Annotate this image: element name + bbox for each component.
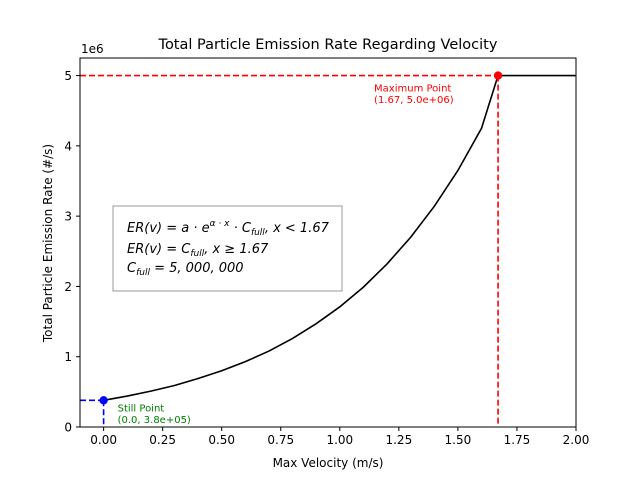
formula-base: ER(v) = a · e <box>127 221 210 236</box>
still-point-label: Still Point (0.0, 3.8e+05) <box>118 403 191 426</box>
formula-base: C <box>127 261 137 276</box>
formula-line: ER(v) = Cfull, x ≥ 1.67 <box>127 242 269 259</box>
formula-superscript: α · x <box>210 219 231 229</box>
emission-curve <box>103 74 576 402</box>
maximum-point-marker <box>493 71 503 80</box>
still-point-label-line: (0.0, 3.8e+05) <box>118 415 191 426</box>
formula-tail: , x ≥ 1.67 <box>204 242 269 257</box>
y-tick-label: 1 <box>64 350 72 364</box>
maximum-point-label: Maximum Point (1.67, 5.0e+06) <box>374 84 454 107</box>
y-tick-label: 5 <box>64 69 72 83</box>
maximum-point-label-line: (1.67, 5.0e+06) <box>374 95 454 106</box>
x-tick-label: 2.00 <box>563 433 590 447</box>
x-tick-label: 1.75 <box>504 433 531 447</box>
chart-title: Total Particle Emission Rate Regarding V… <box>158 37 498 53</box>
formula-rest: · C <box>229 221 251 236</box>
y-axis-label: Total Particle Emission Rate (#/s) <box>41 144 55 343</box>
formula-box <box>112 205 343 292</box>
formula-subscript: full <box>136 268 150 278</box>
y-offset-label: 1e6 <box>81 42 104 56</box>
still-point-marker <box>99 396 108 405</box>
maximum-point-label-line: Maximum Point <box>374 84 451 95</box>
formula-base: ER(v) = C <box>127 242 191 257</box>
still-point-label-line: Still Point <box>118 403 165 414</box>
y-tick-label: 3 <box>64 210 72 224</box>
y-tick-label: 0 <box>64 421 72 435</box>
axes-frame <box>79 57 577 428</box>
formula-line: ER(v) = a · eα · x · Cfull, x < 1.67 <box>127 219 330 238</box>
formula-line: Cfull = 5, 000, 000 <box>127 261 244 278</box>
x-tick-label: 1.00 <box>326 433 353 447</box>
formula-subscript: full <box>190 249 204 259</box>
x-tick-label: 1.25 <box>385 433 412 447</box>
formula-subscript: full <box>251 228 265 238</box>
x-tick-label: 1.50 <box>445 433 472 447</box>
x-tick-label: 0.50 <box>208 433 235 447</box>
y-tick-label: 2 <box>64 280 72 294</box>
y-tick-label: 4 <box>64 139 72 153</box>
x-tick-label: 0.25 <box>149 433 176 447</box>
x-axis-label: Max Velocity (m/s) <box>273 456 384 470</box>
x-tick-label: 0.75 <box>267 433 294 447</box>
formula-tail: = 5, 000, 000 <box>150 261 244 276</box>
plot-layer: Still Point (0.0, 3.8e+05) Maximum Point (1… <box>64 57 590 447</box>
formula-tail: , x < 1.67 <box>265 221 330 236</box>
x-tick-label: 0.00 <box>90 433 117 447</box>
